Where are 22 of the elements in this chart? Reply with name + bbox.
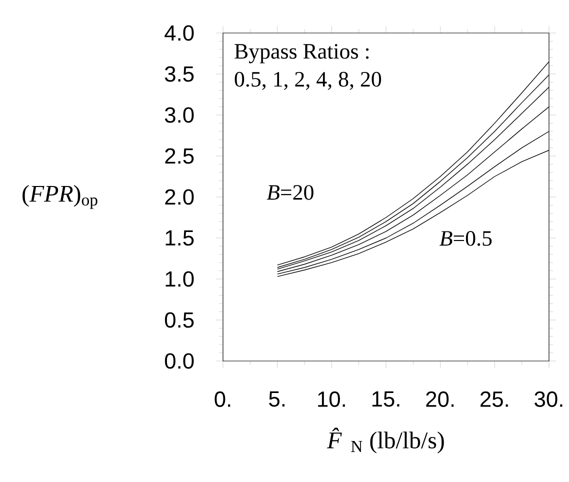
annotation: 0.5, 1, 2, 4, 8, 20 [234, 72, 382, 90]
annotation: B=0.5 [440, 230, 492, 246]
x-tick-label: 0. [214, 391, 230, 407]
annotation: B=20 [266, 185, 314, 200]
x-tick-label: 25. [480, 391, 508, 407]
x-tick-label: 30. [534, 391, 562, 407]
x-axis-title: F̂$_{N}$ (lb/lb/s) [326, 428, 444, 454]
y-tick-label: 3.5 [164, 66, 194, 82]
y-tick-label: 0.5 [164, 312, 194, 328]
x-tick-label: 10. [318, 391, 345, 407]
y-tick-label: 1.5 [166, 230, 194, 246]
y-tick-label: 0.0 [164, 353, 194, 369]
y-tick-label: 2.5 [165, 148, 194, 164]
y-tick-label: 1.0 [166, 271, 194, 287]
y-tick-label: 3.0 [164, 107, 194, 123]
y-tick-label: 4.0 [164, 25, 194, 41]
annotation: Bypass Ratios : [234, 44, 369, 64]
x-tick-label: 20. [426, 391, 454, 407]
x-tick-label: 15. [372, 391, 400, 407]
y-axis-title: (FPR)$_{op}$ [22, 185, 98, 209]
x-tick-label: 5. [269, 391, 284, 407]
y-tick-label: 2.0 [165, 189, 194, 205]
